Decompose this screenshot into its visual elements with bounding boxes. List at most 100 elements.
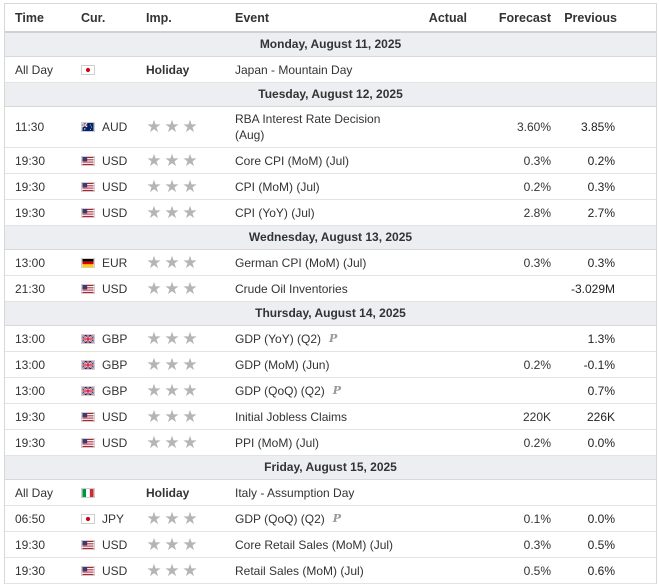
event-time: 13:00 <box>5 358 71 372</box>
star-icon: ★ <box>146 332 162 346</box>
currency-code: GBP <box>102 384 127 398</box>
star-icon: ★ <box>182 332 198 346</box>
event-name-link[interactable]: CPI (MoM) (Jul) <box>235 179 320 195</box>
event-name-link[interactable]: German CPI (MoM) (Jul) <box>235 255 366 271</box>
star-icon: ★ <box>146 410 162 424</box>
event-name-link[interactable]: GDP (QoQ) (Q2) <box>235 383 325 399</box>
previous-value: 0.3% <box>559 180 655 194</box>
previous-value: 2.7% <box>559 206 655 220</box>
event-name-cell[interactable]: Retail Sales (MoM) (Jul) <box>225 563 407 579</box>
event-name-cell[interactable]: Initial Jobless Claims <box>225 409 407 425</box>
usa-flag-icon <box>81 208 95 218</box>
previous-value: 1.3% <box>559 332 655 346</box>
usa-flag-icon <box>81 412 95 422</box>
star-icon: ★ <box>182 384 198 398</box>
star-icon: ★ <box>146 436 162 450</box>
event-name-cell[interactable]: German CPI (MoM) (Jul) <box>225 255 407 271</box>
importance-cell: ★★★ <box>136 282 225 296</box>
economic-calendar-table: Time Cur. Imp. Event Actual Forecast Pre… <box>4 3 657 584</box>
star-icon: ★ <box>182 358 198 372</box>
importance-stars: ★★★ <box>146 564 198 578</box>
event-name-link[interactable]: GDP (MoM) (Jun) <box>235 357 329 373</box>
importance-cell: ★★★ <box>136 358 225 372</box>
event-name-link[interactable]: Japan - Mountain Day <box>235 62 352 78</box>
event-name-cell[interactable]: Italy - Assumption Day <box>225 485 407 501</box>
event-name-link[interactable]: RBA Interest Rate Decision (Aug) <box>235 111 407 143</box>
event-name-link[interactable]: Retail Sales (MoM) (Jul) <box>235 563 364 579</box>
forecast-value: 2.8% <box>473 206 559 220</box>
previous-value: 0.3% <box>559 256 655 270</box>
header-event[interactable]: Event <box>225 10 407 26</box>
star-icon: ★ <box>164 410 180 424</box>
event-name-link[interactable]: Core Retail Sales (MoM) (Jul) <box>235 537 393 553</box>
table-header: Time Cur. Imp. Event Actual Forecast Pre… <box>5 4 656 33</box>
header-forecast[interactable]: Forecast <box>473 11 559 25</box>
importance-stars: ★★★ <box>146 512 198 526</box>
previous-value: 0.5% <box>559 538 655 552</box>
japan-flag-icon <box>81 514 95 524</box>
event-name-cell[interactable]: RBA Interest Rate Decision (Aug) <box>225 111 407 143</box>
star-icon: ★ <box>164 512 180 526</box>
event-name-cell[interactable]: GDP (QoQ) (Q2)P <box>225 383 407 399</box>
event-currency-cell: USD <box>71 564 136 578</box>
holiday-label: Holiday <box>146 63 189 77</box>
star-icon: ★ <box>182 512 198 526</box>
event-name-link[interactable]: GDP (YoY) (Q2) <box>235 331 321 347</box>
star-icon: ★ <box>182 282 198 296</box>
event-name-cell[interactable]: GDP (QoQ) (Q2)P <box>225 511 407 527</box>
usa-flag-icon <box>81 540 95 550</box>
importance-cell: ★★★ <box>136 384 225 398</box>
importance-stars: ★★★ <box>146 154 198 168</box>
header-currency[interactable]: Cur. <box>71 11 136 25</box>
event-name-cell[interactable]: Core CPI (MoM) (Jul) <box>225 153 407 169</box>
event-name-link[interactable]: Core CPI (MoM) (Jul) <box>235 153 349 169</box>
event-name-link[interactable]: Crude Oil Inventories <box>235 281 348 297</box>
event-name-cell[interactable]: PPI (MoM) (Jul) <box>225 435 407 451</box>
event-name-cell[interactable]: CPI (YoY) (Jul) <box>225 205 407 221</box>
event-name-cell[interactable]: GDP (YoY) (Q2) P <box>225 331 407 347</box>
header-importance[interactable]: Imp. <box>136 11 225 25</box>
event-currency-cell: JPY <box>71 512 136 526</box>
star-icon: ★ <box>146 120 162 134</box>
currency-code: AUD <box>102 120 127 134</box>
event-name-link[interactable]: Initial Jobless Claims <box>235 409 347 425</box>
event-time: 13:00 <box>5 384 71 398</box>
event-name-cell[interactable]: Crude Oil Inventories <box>225 281 407 297</box>
header-previous[interactable]: Previous <box>559 11 655 25</box>
preliminary-icon: P <box>329 331 337 347</box>
event-name-cell[interactable]: CPI (MoM) (Jul) <box>225 179 407 195</box>
forecast-value: 0.1% <box>473 512 559 526</box>
currency-code: USD <box>102 154 127 168</box>
forecast-value: 0.2% <box>473 180 559 194</box>
event-name-cell[interactable]: Japan - Mountain Day <box>225 62 407 78</box>
event-name-cell[interactable]: GDP (MoM) (Jun) <box>225 357 407 373</box>
star-icon: ★ <box>182 436 198 450</box>
header-time[interactable]: Time <box>5 11 71 25</box>
event-name-link[interactable]: PPI (MoM) (Jul) <box>235 435 319 451</box>
event-name-cell[interactable]: Core Retail Sales (MoM) (Jul) <box>225 537 407 553</box>
importance-cell: ★★★ <box>136 564 225 578</box>
event-name-link[interactable]: Italy - Assumption Day <box>235 485 354 501</box>
header-actual[interactable]: Actual <box>407 11 473 25</box>
event-name-link[interactable]: GDP (QoQ) (Q2) <box>235 511 325 527</box>
importance-stars: ★★★ <box>146 180 198 194</box>
event-name-link[interactable]: CPI (YoY) (Jul) <box>235 205 315 221</box>
star-icon: ★ <box>164 436 180 450</box>
star-icon: ★ <box>146 512 162 526</box>
